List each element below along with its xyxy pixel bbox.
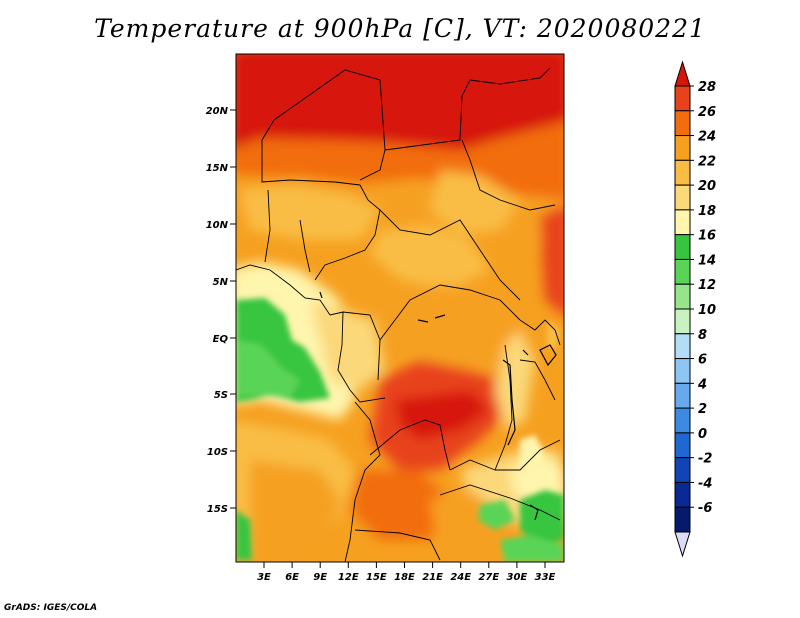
map-title: Temperature at 900hPa [C], VT: 202008022… [94,14,706,43]
lon-tick-label: 3E [257,572,271,583]
colorbar-swatch [674,234,691,260]
lakes [319,291,557,521]
lon-tick-label: 9E [313,572,327,583]
colorbar-swatch [674,135,691,161]
colorbar-label: 28 [698,80,716,95]
colorbar-label: 12 [698,278,716,293]
latitude-axis: 20N 15N 10N 5N EQ 5S 10S 15S [206,106,236,515]
colorbar-label: 26 [698,105,716,120]
country-borders [236,54,561,562]
colorbar-swatch [674,333,691,360]
colorbar-label: 0 [698,427,707,442]
colorbar-label: 14 [698,253,716,268]
map-frame [235,53,565,563]
colorbar-swatch [674,283,691,310]
lon-tick-label: 12E [338,572,359,583]
colorbar-swatch [674,506,691,533]
colorbar-swatch [674,481,691,508]
colorbar-label: 4 [697,377,707,392]
lat-tick-label: 10N [206,220,229,231]
lon-tick-label: 27E [478,572,499,583]
colorbar-swatch [674,85,691,112]
colorbar-label: -2 [698,452,712,467]
colorbar-swatch [674,457,691,483]
colorbar-label: -4 [698,476,712,491]
lat-tick-label: 15N [206,163,229,174]
colorbar-swatch [674,358,691,384]
colorbar-label: 16 [698,229,716,244]
lat-tick-label: EQ [213,334,229,345]
lon-tick-label: 30E [507,572,528,583]
colorbar-swatch [674,209,691,236]
longitude-axis: 3E 6E 9E 12E 15E 18E 21E 24E 27E 30E 33E [257,562,556,583]
lon-tick-label: 33E [535,572,556,583]
lon-tick-label: 15E [366,572,387,583]
colorbar-swatch [674,110,691,137]
colorbar-swatch [674,159,691,186]
grads-credit: GrADS: IGES/COLA [4,603,98,613]
colorbar-label: 10 [698,303,716,318]
lat-tick-label: 15S [207,504,228,515]
lat-tick-label: 10S [207,447,228,458]
colorbar-swatch [674,258,691,285]
colorbar-swatch [674,432,691,459]
lat-tick-label: 20N [206,106,229,117]
colorbar-label: 8 [698,328,707,343]
lon-tick-label: 21E [422,572,443,583]
colorbar-label: 24 [698,130,716,145]
temperature-field [236,54,564,562]
colorbar-swatch [674,382,691,409]
colorbar-label: 2 [698,402,707,417]
lon-tick-label: 24E [450,572,471,583]
colorbar-label: 6 [698,353,707,368]
colorbar-label: 20 [698,179,716,194]
lon-tick-label: 6E [285,572,299,583]
lon-tick-label: 18E [394,572,415,583]
colorbar-label: 18 [698,204,716,219]
lat-tick-label: 5S [214,390,228,401]
colorbar-swatch [674,308,691,335]
colorbar-bottom-triangle [674,531,691,558]
colorbar-top-triangle [674,60,691,87]
colorbar-label: -6 [698,501,712,516]
colorbar-swatch [674,407,691,434]
colorbar-label: 22 [698,154,716,169]
colorbar-swatch [674,184,691,211]
lat-tick-label: 5N [213,277,229,288]
